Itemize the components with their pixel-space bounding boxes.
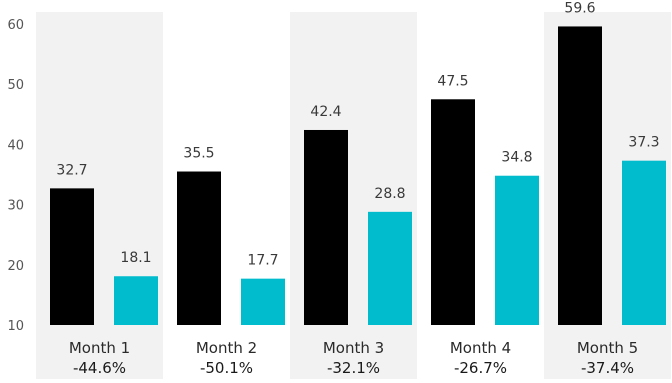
bar-series-1 [177,171,221,325]
change-label: -37.4% [581,359,634,377]
value-label: 59.6 [564,0,595,16]
y-axis: 10 20 30 40 50 60 [7,18,24,334]
change-label: -44.6% [73,359,126,377]
bar-series-2 [622,160,666,325]
value-label: 32.7 [56,162,87,178]
category-label: Month 5 [577,339,638,357]
bar-series-1 [558,26,602,325]
y-tick-label: 60 [7,18,24,33]
bar-series-2 [495,175,539,325]
value-label: 35.5 [183,146,214,162]
y-tick-label: 40 [7,138,24,153]
category-label: Month 2 [196,339,257,357]
bar-series-2 [114,276,158,325]
category-label: Month 3 [323,339,384,357]
bar-series-1 [431,99,475,326]
value-label: 28.8 [374,186,405,202]
value-label: 47.5 [437,73,468,89]
category-label: Month 1 [69,339,130,357]
y-tick-label: 30 [7,199,24,214]
change-labels: -44.6% -50.1% -32.1% -26.7% -37.4% [73,359,634,377]
change-label: -26.7% [454,359,507,377]
bar-series-2 [241,278,285,325]
value-label: 18.1 [120,250,151,266]
bar-series-2 [368,211,412,325]
value-label: 17.7 [247,253,278,269]
bars [50,26,666,326]
change-label: -50.1% [200,359,253,377]
bar-series-1 [304,129,348,325]
value-label: 34.8 [501,150,532,166]
y-tick-label: 10 [7,319,24,334]
value-label: 37.3 [628,135,659,151]
bar-series-1 [50,188,94,325]
y-tick-label: 50 [7,78,24,93]
category-label: Month 4 [450,339,511,357]
value-label: 42.4 [310,104,341,120]
category-labels: Month 1 Month 2 Month 3 Month 4 Month 5 [69,339,638,357]
change-label: -32.1% [327,359,380,377]
value-labels: 32.7 35.5 42.4 47.5 59.6 18.1 17.7 28.8 34.8 37.3 [56,0,659,268]
y-tick-label: 20 [7,259,24,274]
